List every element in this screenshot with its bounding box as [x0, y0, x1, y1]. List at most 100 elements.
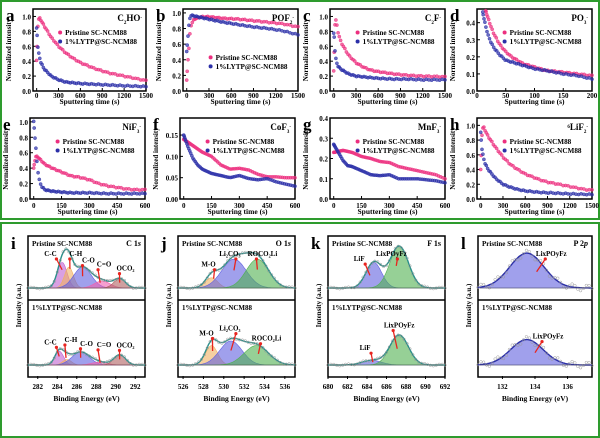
x-tick-label: 534 — [259, 383, 270, 391]
peak-annotation: LixPOyFz — [536, 250, 567, 258]
x-tick-label: 1500 — [438, 92, 453, 100]
raw-data-point — [246, 340, 250, 344]
data-point — [478, 167, 483, 172]
data-point — [184, 78, 189, 82]
data-point — [494, 36, 499, 40]
raw-data-point — [284, 362, 288, 366]
data-point — [296, 33, 300, 37]
raw-data-point — [358, 280, 362, 284]
raw-data-point — [179, 362, 183, 366]
y-tick-label: 0.0 — [466, 88, 475, 96]
x-tick-label: 300 — [204, 92, 215, 100]
raw-data-point — [281, 362, 285, 366]
raw-data-point — [539, 258, 543, 263]
raw-data-point — [26, 363, 30, 367]
arrow-head-icon — [391, 328, 395, 333]
peak-annotation: LixPOyFz — [384, 321, 415, 329]
raw-data-point — [125, 282, 129, 286]
raw-data-point — [338, 364, 342, 368]
x-tick-label: 300 — [53, 92, 64, 100]
raw-data-point — [264, 264, 268, 268]
data-point — [66, 52, 71, 57]
raw-data-point — [547, 274, 551, 278]
raw-data-point — [493, 278, 497, 282]
arrow-head-icon — [96, 348, 100, 352]
y-tick-label: 0.3 — [319, 135, 328, 143]
y-tick-label: 0.2 — [466, 54, 475, 62]
x-tick-label: 50 — [502, 92, 510, 100]
raw-data-point — [44, 285, 48, 289]
raw-data-point — [102, 360, 106, 365]
raw-data-point — [290, 285, 294, 289]
annotation-arrow — [392, 330, 398, 349]
y-tick-label: 0.4 — [319, 58, 328, 66]
panel-letter: l — [461, 234, 466, 253]
raw-data-point — [355, 284, 359, 288]
series-lytp — [184, 13, 300, 54]
raw-data-point — [246, 251, 250, 255]
raw-data-point — [513, 342, 517, 347]
arrow-head-icon — [254, 257, 259, 261]
data-point — [590, 192, 594, 197]
raw-data-point — [338, 287, 342, 291]
x-tick-label: 0 — [332, 92, 336, 100]
raw-data-point — [229, 256, 233, 260]
x-axis-label: Sputtering time (s) — [505, 97, 565, 106]
x-tick-label: 0 — [32, 202, 36, 210]
region-label: P 2p — [574, 239, 588, 248]
raw-data-point — [38, 364, 42, 368]
raw-data-point — [214, 338, 218, 342]
y-axis-label: Normalized intensity — [302, 127, 310, 190]
x-tick-label: 690 — [420, 383, 431, 391]
raw-data-point — [581, 363, 585, 368]
x-axis-label: Sputtering time (s) — [358, 207, 418, 216]
annotation-arrow — [233, 258, 237, 271]
peak-annotation: M-O — [201, 261, 216, 269]
raw-data-point — [176, 286, 180, 290]
y-axis-label: Normalized intensity — [2, 127, 10, 190]
raw-data-point — [405, 341, 409, 346]
x-tick-label: 526 — [178, 383, 189, 391]
legend-marker — [55, 148, 60, 153]
data-point — [144, 78, 148, 82]
x-tick-label: 0 — [35, 92, 39, 100]
raw-data-point — [223, 340, 227, 344]
raw-data-point — [382, 264, 386, 269]
raw-data-point — [267, 269, 271, 273]
arrow-head-icon — [68, 257, 72, 261]
raw-data-point — [278, 361, 282, 365]
panel-letter: h — [450, 115, 460, 134]
data-point — [484, 9, 488, 14]
legend-label: 1%LYTP@SC-NCM88 — [65, 38, 137, 46]
data-point — [143, 191, 147, 196]
raw-data-point — [425, 285, 430, 289]
annotation-arrow — [64, 344, 67, 359]
raw-data-point — [373, 259, 377, 263]
chart-panel-e: e 0.0 0.2 0.4 0.6 0.8 1.0 0 150 300 450 600 Sputteri… — [2, 115, 151, 216]
arrow-head-icon — [117, 271, 122, 276]
y-axis-label: Normalized intensity — [449, 18, 457, 81]
arrow-head-icon — [80, 263, 85, 268]
data-point — [590, 77, 594, 81]
data-point — [143, 187, 147, 192]
raw-data-point — [524, 335, 528, 339]
raw-data-point — [420, 361, 424, 365]
data-point — [335, 61, 339, 66]
data-point — [481, 12, 486, 17]
x-axis-label: Sputtering time (s) — [358, 97, 418, 106]
raw-data-point — [550, 357, 554, 361]
x-axis-label: Binding Energy (eV) — [353, 394, 420, 403]
raw-data-point — [111, 278, 115, 282]
data-point — [480, 133, 484, 138]
peak-annotation: LiF — [360, 344, 371, 352]
annotation-arrow — [55, 258, 63, 271]
x-tick-label: 686 — [381, 383, 392, 391]
raw-data-point — [417, 282, 421, 286]
raw-data-point — [105, 360, 109, 364]
x-tick-label: 1500 — [291, 92, 306, 100]
y-tick-label: 0.0 — [319, 88, 328, 96]
series-pristine — [31, 154, 147, 192]
y-tick-label: 0.8 — [19, 134, 28, 142]
x-tick-label: 1500 — [585, 202, 600, 210]
raw-data-point — [182, 362, 186, 366]
